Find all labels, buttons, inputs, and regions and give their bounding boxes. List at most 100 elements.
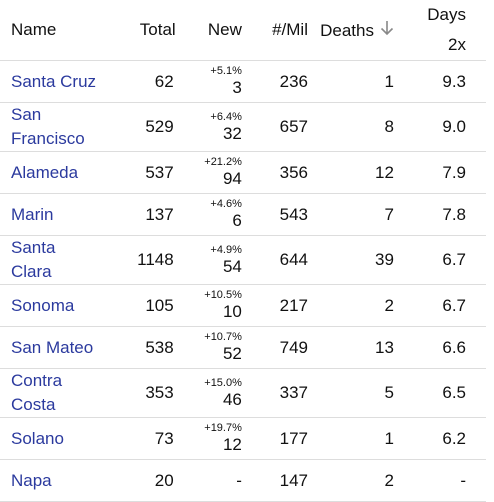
county-name[interactable]: Solano bbox=[0, 417, 99, 460]
county-name[interactable]: Santa Cruz bbox=[0, 60, 99, 103]
total-cases: 529 bbox=[98, 102, 176, 152]
new-cases: 6 bbox=[232, 211, 242, 230]
county-name[interactable]: Alameda bbox=[0, 151, 99, 194]
cases-per-million: 217 bbox=[241, 284, 308, 327]
doubling-days: 6.2 bbox=[393, 417, 486, 460]
doubling-days: 7.8 bbox=[393, 193, 486, 236]
county-name[interactable]: Sonoma bbox=[0, 284, 99, 327]
header-total[interactable]: Total bbox=[98, 0, 176, 61]
total-cases: 1148 bbox=[98, 235, 176, 285]
county-name[interactable]: Napa bbox=[0, 459, 99, 502]
doubling-days: 9.3 bbox=[393, 60, 486, 103]
cases-per-million: 236 bbox=[241, 60, 308, 103]
header-per-mil[interactable]: #/Mil bbox=[241, 0, 308, 61]
new-cases-cell: +4.6% 6 bbox=[175, 193, 242, 236]
total-cases: 537 bbox=[98, 151, 176, 194]
total-cases: 538 bbox=[98, 326, 176, 369]
county-row: San Francisco 529 +6.4% 32 657 8 9.0 bbox=[0, 102, 486, 152]
new-cases: 12 bbox=[222, 435, 242, 454]
county-row: Sonoma 105 +10.5% 10 217 2 6.7 bbox=[0, 284, 486, 327]
new-cases-cell: +10.5% 10 bbox=[175, 284, 242, 327]
header-deaths-text: Deaths bbox=[320, 20, 374, 40]
new-cases: 52 bbox=[222, 344, 242, 363]
county-name[interactable]: Contra Costa bbox=[0, 368, 99, 418]
new-cases-cell: +4.9% 54 bbox=[175, 235, 242, 285]
header-deaths[interactable]: Deaths bbox=[307, 0, 394, 61]
cases-per-million: 147 bbox=[241, 459, 308, 502]
county-row: Alameda 537 +21.2% 94 356 12 7.9 bbox=[0, 151, 486, 194]
header-row: Name Total New #/Mil Deaths Days 2x bbox=[0, 0, 486, 61]
new-percent: +10.7% bbox=[204, 331, 242, 343]
county-name[interactable]: San Francisco bbox=[0, 102, 99, 152]
new-percent: +4.6% bbox=[210, 198, 242, 210]
doubling-days: 7.9 bbox=[393, 151, 486, 194]
new-cases-cell: +21.2% 94 bbox=[175, 151, 242, 194]
new-percent: +5.1% bbox=[210, 65, 242, 77]
doubling-days: 6.6 bbox=[393, 326, 486, 369]
county-name[interactable]: Santa Clara bbox=[0, 235, 99, 285]
new-percent: +19.7% bbox=[204, 422, 242, 434]
county-row: Santa Cruz 62 +5.1% 3 236 1 9.3 bbox=[0, 60, 486, 103]
new-percent: +6.4% bbox=[210, 110, 242, 123]
deaths: 7 bbox=[307, 193, 394, 236]
new-cases-cell: +6.4% 32 bbox=[175, 102, 242, 152]
deaths: 13 bbox=[307, 326, 394, 369]
cases-per-million: 337 bbox=[241, 368, 308, 418]
new-cases: 54 bbox=[222, 256, 242, 276]
new-cases: 10 bbox=[222, 302, 242, 321]
new-percent: +4.9% bbox=[210, 243, 242, 256]
cases-per-million: 543 bbox=[241, 193, 308, 236]
new-percent: +10.5% bbox=[204, 289, 242, 301]
total-cases: 137 bbox=[98, 193, 176, 236]
header-new[interactable]: New bbox=[175, 0, 242, 61]
new-cases-cell: - bbox=[175, 459, 242, 502]
cases-per-million: 177 bbox=[241, 417, 308, 460]
new-cases-cell: +5.1% 3 bbox=[175, 60, 242, 103]
county-row: San Mateo 538 +10.7% 52 749 13 6.6 bbox=[0, 326, 486, 369]
deaths: 5 bbox=[307, 368, 394, 418]
new-cases: 3 bbox=[232, 78, 242, 97]
total-cases: 105 bbox=[98, 284, 176, 327]
new-cases-cell: +19.7% 12 bbox=[175, 417, 242, 460]
doubling-days: 9.0 bbox=[393, 102, 486, 152]
table-body: Santa Cruz 62 +5.1% 3 236 1 9.3 San Francisco 52… bbox=[0, 60, 486, 502]
doubling-days: 6.7 bbox=[393, 284, 486, 327]
doubling-days: 6.5 bbox=[393, 368, 486, 418]
county-row: Solano 73 +19.7% 12 177 1 6.2 bbox=[0, 417, 486, 460]
county-row: Napa 20-147 2- bbox=[0, 459, 486, 502]
deaths: 8 bbox=[307, 102, 394, 152]
deaths: 39 bbox=[307, 235, 394, 285]
cases-per-million: 644 bbox=[241, 235, 308, 285]
deaths: 1 bbox=[307, 417, 394, 460]
new-cases: 32 bbox=[222, 123, 242, 143]
header-days-text: Days 2x bbox=[427, 5, 466, 54]
county-row: Marin 137 +4.6% 6 543 7 7.8 bbox=[0, 193, 486, 236]
new-cases: - bbox=[236, 470, 242, 490]
total-cases: 353 bbox=[98, 368, 176, 418]
county-name[interactable]: Marin bbox=[0, 193, 99, 236]
cases-per-million: 356 bbox=[241, 151, 308, 194]
new-cases-cell: +10.7% 52 bbox=[175, 326, 242, 369]
deaths: 2 bbox=[307, 284, 394, 327]
county-row: Contra Costa 353 +15.0% 46 337 5 6.5 bbox=[0, 368, 486, 418]
new-cases: 46 bbox=[222, 389, 242, 409]
doubling-days: - bbox=[393, 459, 486, 502]
deaths: 2 bbox=[307, 459, 394, 502]
total-cases: 62 bbox=[98, 60, 176, 103]
cases-per-million: 749 bbox=[241, 326, 308, 369]
new-cases: 94 bbox=[222, 169, 242, 188]
total-cases: 73 bbox=[98, 417, 176, 460]
doubling-days: 6.7 bbox=[393, 235, 486, 285]
header-name[interactable]: Name bbox=[0, 0, 99, 61]
header-days[interactable]: Days 2x bbox=[393, 0, 486, 61]
new-cases-cell: +15.0% 46 bbox=[175, 368, 242, 418]
county-name[interactable]: San Mateo bbox=[0, 326, 99, 369]
deaths: 1 bbox=[307, 60, 394, 103]
total-cases: 20 bbox=[98, 459, 176, 502]
new-percent: +15.0% bbox=[204, 376, 242, 389]
county-row: Santa Clara 1148 +4.9% 54 644 39 6.7 bbox=[0, 235, 486, 285]
new-percent: +21.2% bbox=[204, 156, 242, 168]
sort-arrow bbox=[380, 20, 394, 35]
